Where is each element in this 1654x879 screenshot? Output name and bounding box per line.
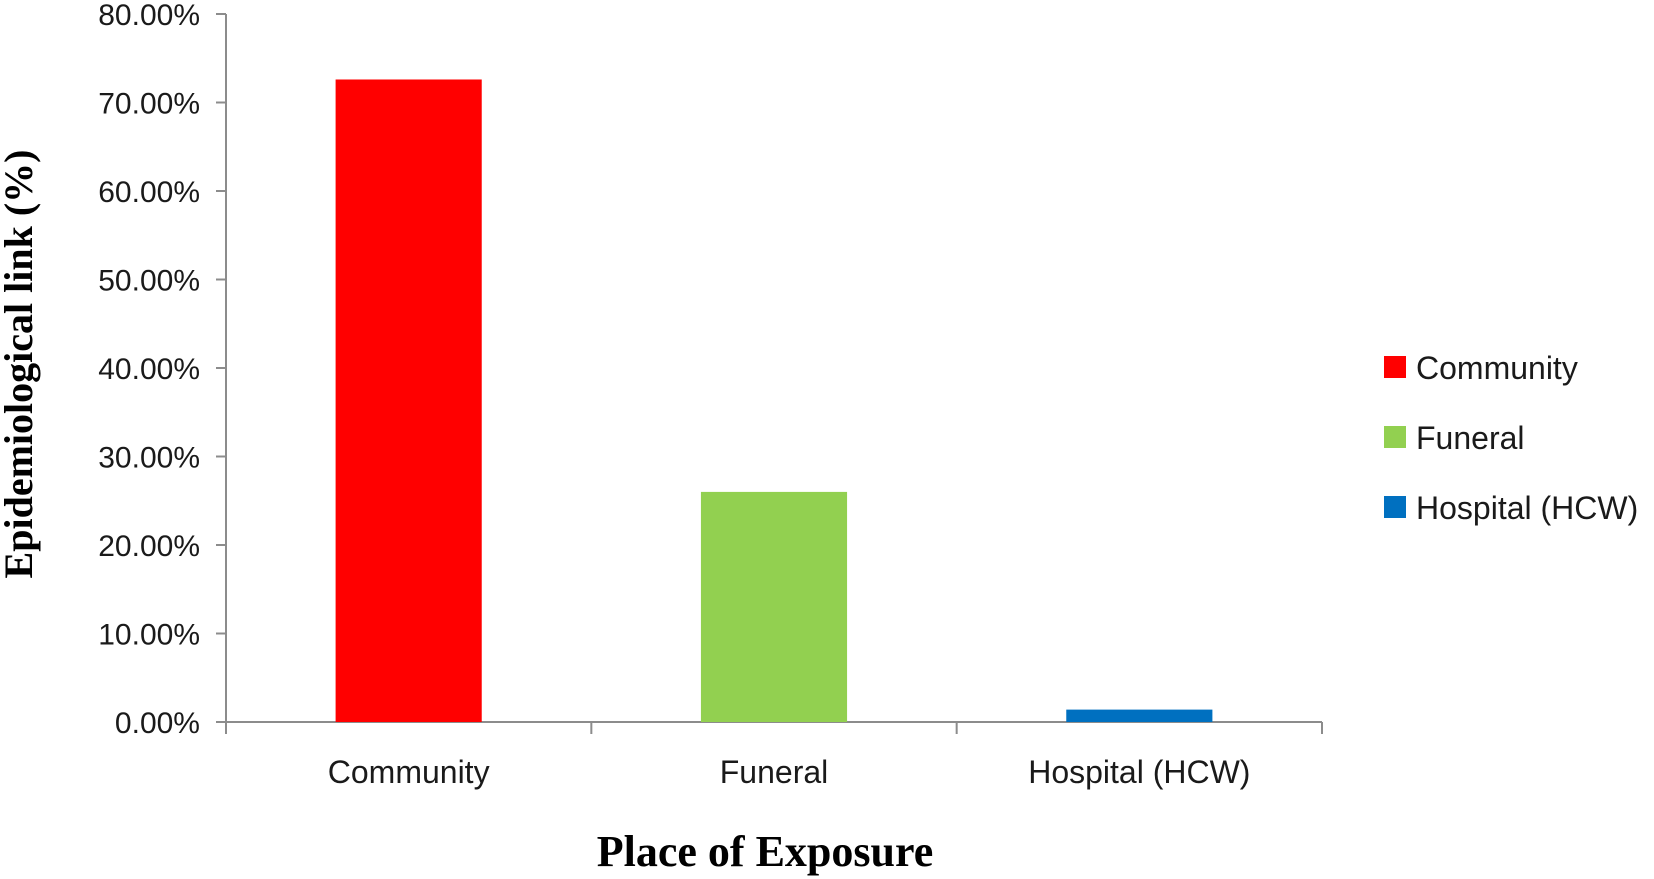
legend-label: Funeral — [1416, 420, 1525, 456]
y-axis: 0.00% 10.00% 20.00% 30.00% 40.00% 50.00% 60.00… — [98, 0, 227, 740]
x-tick-label: Funeral — [720, 754, 829, 790]
y-tick-label: 40.00% — [98, 353, 200, 386]
bars — [335, 79, 1213, 723]
y-axis-title: Epidemiological link (%) — [0, 150, 41, 579]
legend: Community Funeral Hospital (HCW) — [1384, 350, 1638, 526]
legend-swatch — [1384, 426, 1406, 448]
y-tick-label: 60.00% — [98, 176, 200, 209]
legend-swatch — [1384, 356, 1406, 378]
x-tick-label: Hospital (HCW) — [1028, 754, 1250, 790]
y-tick-label: 0.00% — [115, 707, 200, 740]
legend-label: Hospital (HCW) — [1416, 490, 1638, 526]
legend-label: Community — [1416, 350, 1578, 386]
x-axis: Community Funeral Hospital (HCW) — [225, 721, 1323, 790]
x-axis-title: Place of Exposure — [597, 827, 934, 876]
legend-swatch — [1384, 496, 1406, 518]
bar-funeral — [700, 491, 848, 722]
y-tick-label: 50.00% — [98, 265, 200, 298]
bar-community — [335, 79, 482, 723]
y-tick-label: 10.00% — [98, 619, 200, 652]
x-tick-label: Community — [328, 754, 490, 790]
y-tick-label: 70.00% — [98, 88, 200, 121]
y-tick-label: 30.00% — [98, 442, 200, 475]
y-tick-label: 80.00% — [98, 0, 200, 32]
y-tick-label: 20.00% — [98, 530, 200, 563]
bar-hospital-hcw — [1066, 709, 1213, 722]
